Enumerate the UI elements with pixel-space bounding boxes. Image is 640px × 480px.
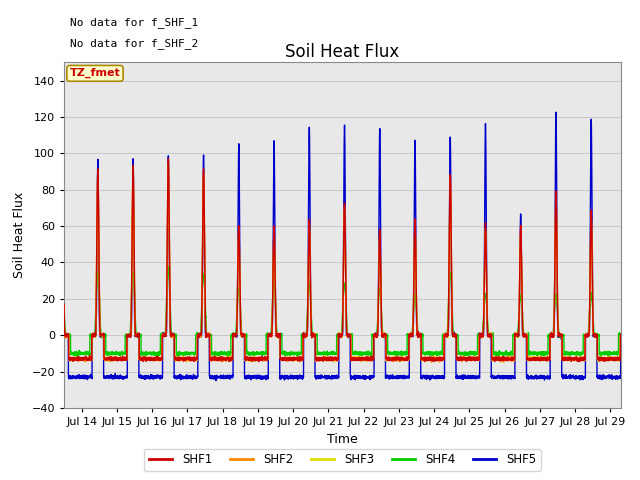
Text: TZ_fmet: TZ_fmet (70, 68, 120, 79)
Title: Soil Heat Flux: Soil Heat Flux (285, 43, 399, 61)
Text: No data for f_SHF_1: No data for f_SHF_1 (70, 17, 198, 28)
X-axis label: Time: Time (327, 432, 358, 445)
Legend: SHF1, SHF2, SHF3, SHF4, SHF5: SHF1, SHF2, SHF3, SHF4, SHF5 (144, 449, 541, 471)
Text: No data for f_SHF_2: No data for f_SHF_2 (70, 38, 198, 49)
Y-axis label: Soil Heat Flux: Soil Heat Flux (13, 192, 26, 278)
